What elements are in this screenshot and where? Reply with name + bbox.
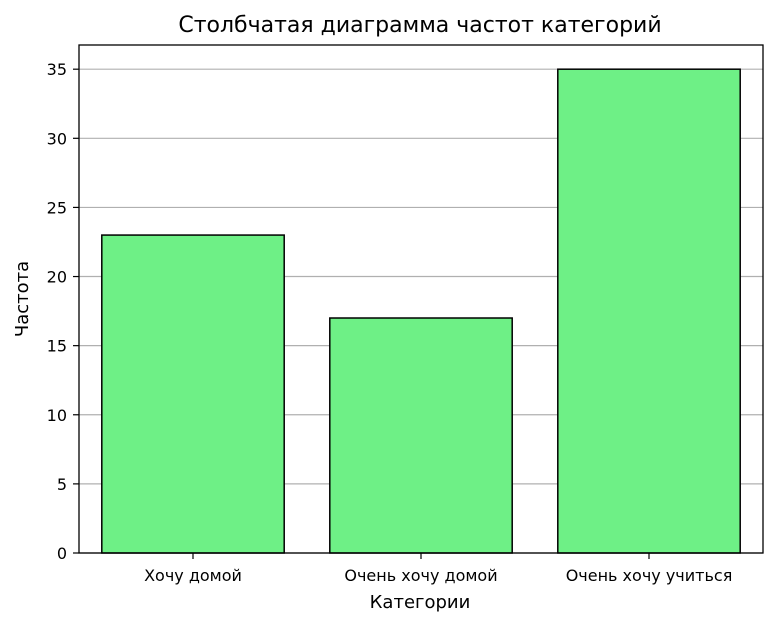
y-tick-label: 15 [47, 337, 67, 356]
bar [557, 68, 741, 554]
bar [329, 317, 513, 554]
chart-title: Столбчатая диаграмма частот категорий [178, 13, 661, 38]
y-tick-label: 0 [57, 544, 67, 563]
y-tick-label: 25 [47, 198, 67, 217]
x-tick-label: Хочу домой [144, 566, 242, 585]
bars [101, 68, 741, 554]
y-axis-ticks: 0 5 10 15 20 25 30 35 [47, 60, 79, 563]
y-tick-label: 35 [47, 60, 67, 79]
x-tick-label: Очень хочу учиться [566, 566, 733, 585]
x-axis-ticks: Хочу домой Очень хочу домой Очень хочу учи… [144, 553, 732, 585]
x-axis-label: Категории [370, 592, 471, 613]
y-axis-label: Частота [12, 261, 33, 337]
x-tick-label: Очень хочу домой [344, 566, 497, 585]
y-tick-label: 20 [47, 268, 67, 287]
y-tick-label: 10 [47, 406, 67, 425]
bar [101, 234, 285, 554]
y-tick-label: 5 [57, 475, 67, 494]
y-tick-label: 30 [47, 129, 67, 148]
